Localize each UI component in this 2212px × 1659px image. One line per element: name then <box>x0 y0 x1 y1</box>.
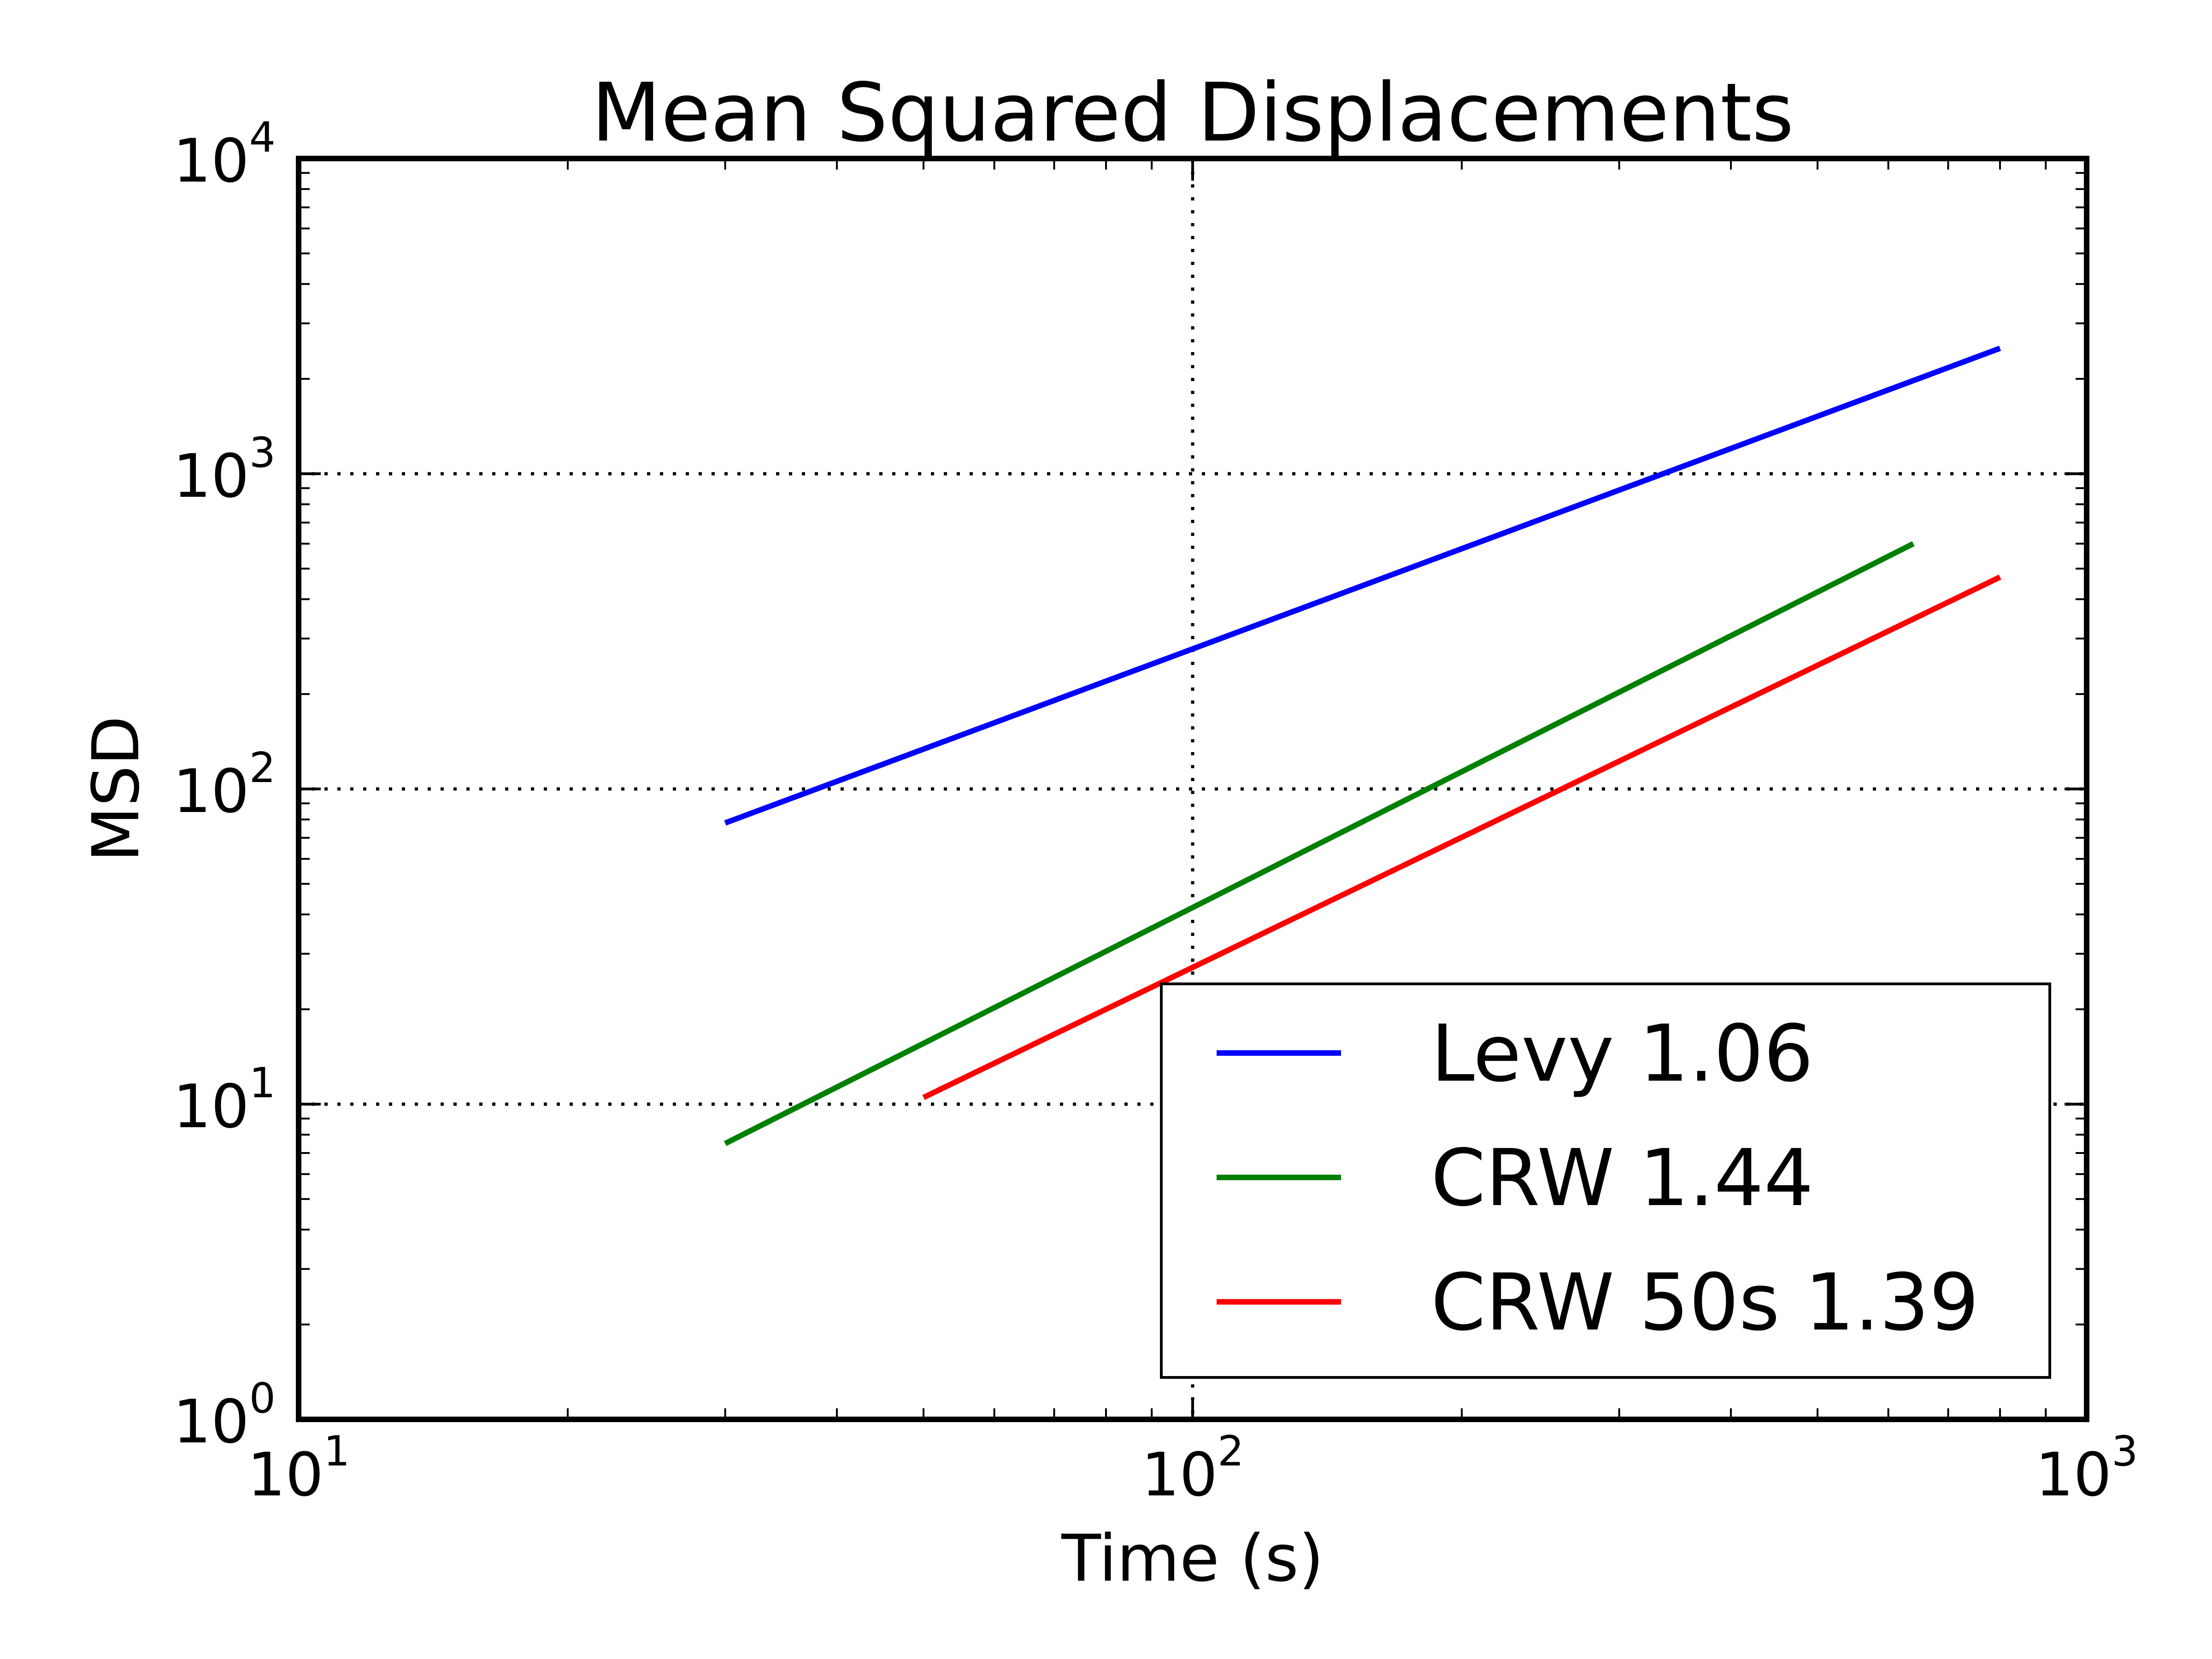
y-tick-label-base: 10 <box>173 1071 249 1141</box>
y-tick-label: 103 <box>173 429 276 511</box>
series-line-1 <box>724 346 2001 826</box>
legend: Levy 1.06 CRW 1.44 CRW 50s 1.39 <box>1160 982 2051 1379</box>
series-line-3 <box>922 574 2001 1100</box>
y-tick-label: 100 <box>173 1374 276 1457</box>
y-tick-label: 104 <box>173 113 276 196</box>
legend-entries: Levy 1.06 CRW 1.44 CRW 50s 1.39 <box>1217 1008 1979 1348</box>
y-tick-label: 101 <box>173 1059 276 1141</box>
y-tick-label-exp: 1 <box>249 1059 276 1107</box>
series-lines <box>724 346 2001 1146</box>
x-tick-label-base: 10 <box>247 1440 324 1510</box>
legend-label-1: Levy 1.06 <box>1431 1008 1813 1100</box>
y-tick-label-base: 10 <box>173 126 249 196</box>
x-axis-label: Time (s) <box>1061 1521 1324 1596</box>
plot-frame <box>296 156 2089 1422</box>
x-tick-label-base: 10 <box>2036 1440 2112 1510</box>
y-tick-label: 102 <box>173 744 276 826</box>
x-tick-label-base: 10 <box>1141 1440 1218 1510</box>
x-tick-label-exp: 3 <box>2112 1427 2138 1476</box>
y-tick-label-exp: 2 <box>249 744 276 792</box>
x-tick-labels: 101 102 103 <box>247 1427 2138 1510</box>
x-tick-label-exp: 1 <box>324 1427 350 1476</box>
legend-label-3: CRW 50s 1.39 <box>1431 1257 1979 1348</box>
x-tick-label: 102 <box>1141 1427 1244 1510</box>
x-tick-label: 103 <box>2036 1427 2138 1510</box>
legend-box <box>1160 982 2051 1379</box>
x-tick-label: 101 <box>247 1427 350 1510</box>
chart-title: Mean Squared Displacements <box>591 66 1794 160</box>
y-axis-label: MSD <box>79 716 154 862</box>
series-line-2 <box>724 541 1915 1146</box>
legend-label-2: CRW 1.44 <box>1431 1133 1814 1224</box>
x-tick-label-exp: 2 <box>1218 1427 1244 1476</box>
y-tick-label-base: 10 <box>173 441 249 511</box>
y-tick-label-exp: 0 <box>249 1374 276 1423</box>
y-tick-label-base: 10 <box>173 1387 249 1457</box>
y-tick-label-exp: 4 <box>249 113 276 162</box>
y-tick-label-exp: 3 <box>249 429 276 477</box>
grid-lines <box>299 159 2087 1419</box>
y-tick-label-base: 10 <box>173 756 249 826</box>
